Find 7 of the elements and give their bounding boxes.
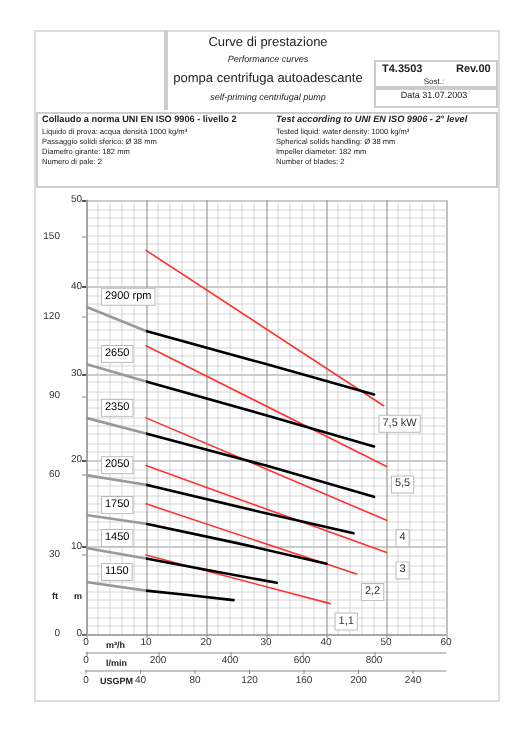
line-series — [84, 513, 328, 565]
line-series — [84, 305, 376, 396]
line-series — [84, 416, 376, 499]
line-series — [84, 473, 355, 535]
line-series — [84, 362, 376, 448]
line-series — [84, 546, 279, 585]
line-series — [84, 580, 235, 602]
